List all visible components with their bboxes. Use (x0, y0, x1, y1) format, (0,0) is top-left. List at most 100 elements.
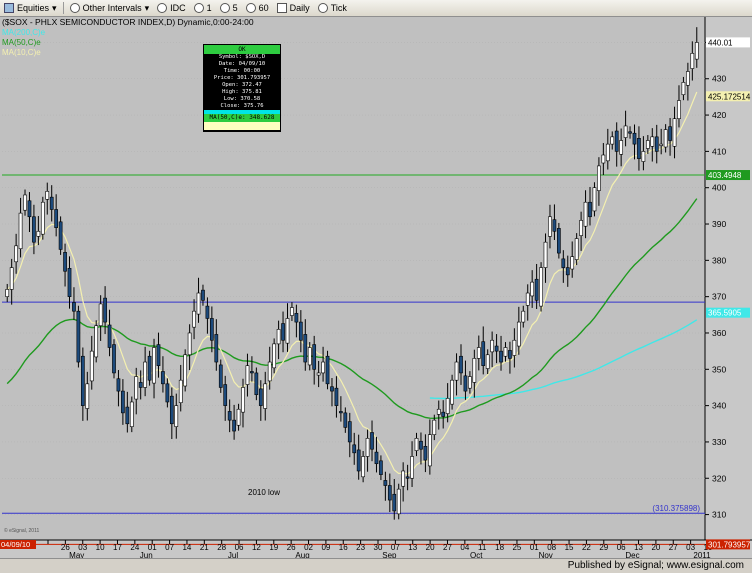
candle-body (54, 209, 59, 228)
candle-body (583, 201, 588, 227)
candle-body (396, 488, 401, 515)
candle-body (298, 321, 303, 341)
y-tick-label: 320 (712, 473, 726, 483)
equities-menu[interactable]: Equities ▾ (0, 1, 61, 15)
daily-label: Daily (289, 3, 310, 13)
candle-body (432, 419, 437, 435)
price-chart[interactable]: 3103203303403503603703803904004104204304… (0, 17, 752, 558)
candle-body (85, 383, 90, 409)
candle-body (241, 387, 245, 413)
idc-button[interactable]: IDC (153, 1, 190, 15)
candle-body (672, 118, 677, 147)
candle-body (392, 493, 397, 512)
candle-body (454, 361, 459, 381)
candle-body (410, 456, 414, 479)
candle-body (468, 376, 472, 389)
candle-body (374, 451, 379, 465)
candle-body (690, 53, 695, 69)
candle-body (103, 297, 107, 323)
candle-body (512, 339, 517, 356)
legend-ma10: MA(10,C)e (2, 48, 41, 57)
candle-body (485, 354, 490, 369)
interval-5-button[interactable]: 5 (216, 1, 242, 15)
candle-body (387, 485, 392, 501)
candle-body (423, 445, 428, 461)
candle-body (214, 334, 219, 363)
candle-body (116, 378, 121, 392)
month-label: Oct (470, 551, 483, 558)
y-tick-label: 380 (712, 255, 726, 265)
clock-icon (219, 3, 230, 13)
x-tick-label: 12 (252, 543, 261, 552)
candle-body (316, 372, 321, 376)
candle-body (147, 355, 152, 381)
daily-button[interactable]: Daily (273, 1, 314, 15)
candle-body (14, 245, 18, 263)
candle-body (218, 364, 223, 388)
candle-body (18, 212, 23, 250)
toolbar: Equities ▾ Other Intervals ▾ IDC 1 5 60 … (0, 0, 752, 17)
y-tick-label: 390 (712, 219, 726, 229)
candle-body (245, 365, 250, 385)
x-tick-label: 13 (408, 543, 417, 552)
y-tick-label: 430 (712, 74, 726, 84)
candle-body (379, 460, 383, 475)
candle-body (445, 398, 450, 414)
candle-body (45, 191, 50, 200)
x-tick-label: 18 (495, 543, 504, 552)
candle-body (681, 82, 686, 96)
clock-icon (157, 3, 168, 13)
candle-body (508, 350, 512, 359)
month-label: Jul (228, 551, 238, 558)
candle-body (419, 440, 423, 450)
ma-line (6, 198, 698, 420)
data-time: Time: 00:00 (223, 68, 261, 74)
candle-body (659, 143, 664, 146)
month-label: Jun (140, 551, 153, 558)
candle-body (174, 405, 179, 427)
candle-body (112, 344, 116, 374)
x-tick-label: 26 (287, 543, 296, 552)
tick-button[interactable]: Tick (314, 1, 351, 15)
right-label-box (706, 37, 750, 48)
x-tick-label: 08 (547, 543, 556, 552)
candle-body (303, 334, 308, 363)
interval-60-button[interactable]: 60 (242, 1, 273, 15)
candle-body (516, 321, 521, 347)
other-intervals-menu[interactable]: Other Intervals ▾ (66, 1, 154, 15)
right-label-text: 440.01 (708, 38, 733, 47)
x-tick-label: 19 (269, 543, 278, 552)
annotation-2010-low: 2010 low (248, 488, 280, 497)
x-tick-label: 29 (599, 543, 608, 552)
candle-body (27, 200, 32, 218)
candle-body (503, 347, 508, 357)
candle-body (459, 355, 463, 374)
published-credit: Published by eSignal; www.esignal.com (567, 560, 744, 571)
candle-body (129, 401, 134, 427)
x-tick-label: 28 (217, 543, 226, 552)
candle-body (312, 344, 317, 370)
candle-body (565, 267, 570, 276)
month-label: Dec (625, 551, 639, 558)
candle-body (623, 125, 628, 138)
chart-title: ($SOX - PHLX SEMICONDUCTOR INDEX,D) Dyna… (2, 17, 254, 27)
candle-body (232, 419, 236, 432)
y-tick-label: 350 (712, 364, 726, 374)
candle-body (605, 143, 610, 162)
data-symbol: Symbol: $SOX,D (218, 54, 266, 60)
y-tick-label: 310 (712, 510, 726, 520)
data-window: OK Symbol: $SOX,D Date: 04/09/10 Time: 0… (203, 44, 281, 132)
right-label-text: 425.172514 (708, 92, 751, 101)
right-label-box (706, 91, 750, 102)
candle-body (89, 350, 94, 382)
data-close: Close: 375.76 (220, 103, 264, 109)
candle-body (343, 412, 348, 428)
x-tick-label: 13 (634, 543, 643, 552)
interval-1-button[interactable]: 1 (190, 1, 216, 15)
candle-body (169, 395, 174, 425)
candle-body (272, 343, 277, 369)
candle-body (668, 126, 672, 141)
candle-body (94, 325, 99, 358)
right-label-text: 403.4948 (708, 171, 742, 180)
candle-body (267, 361, 272, 382)
